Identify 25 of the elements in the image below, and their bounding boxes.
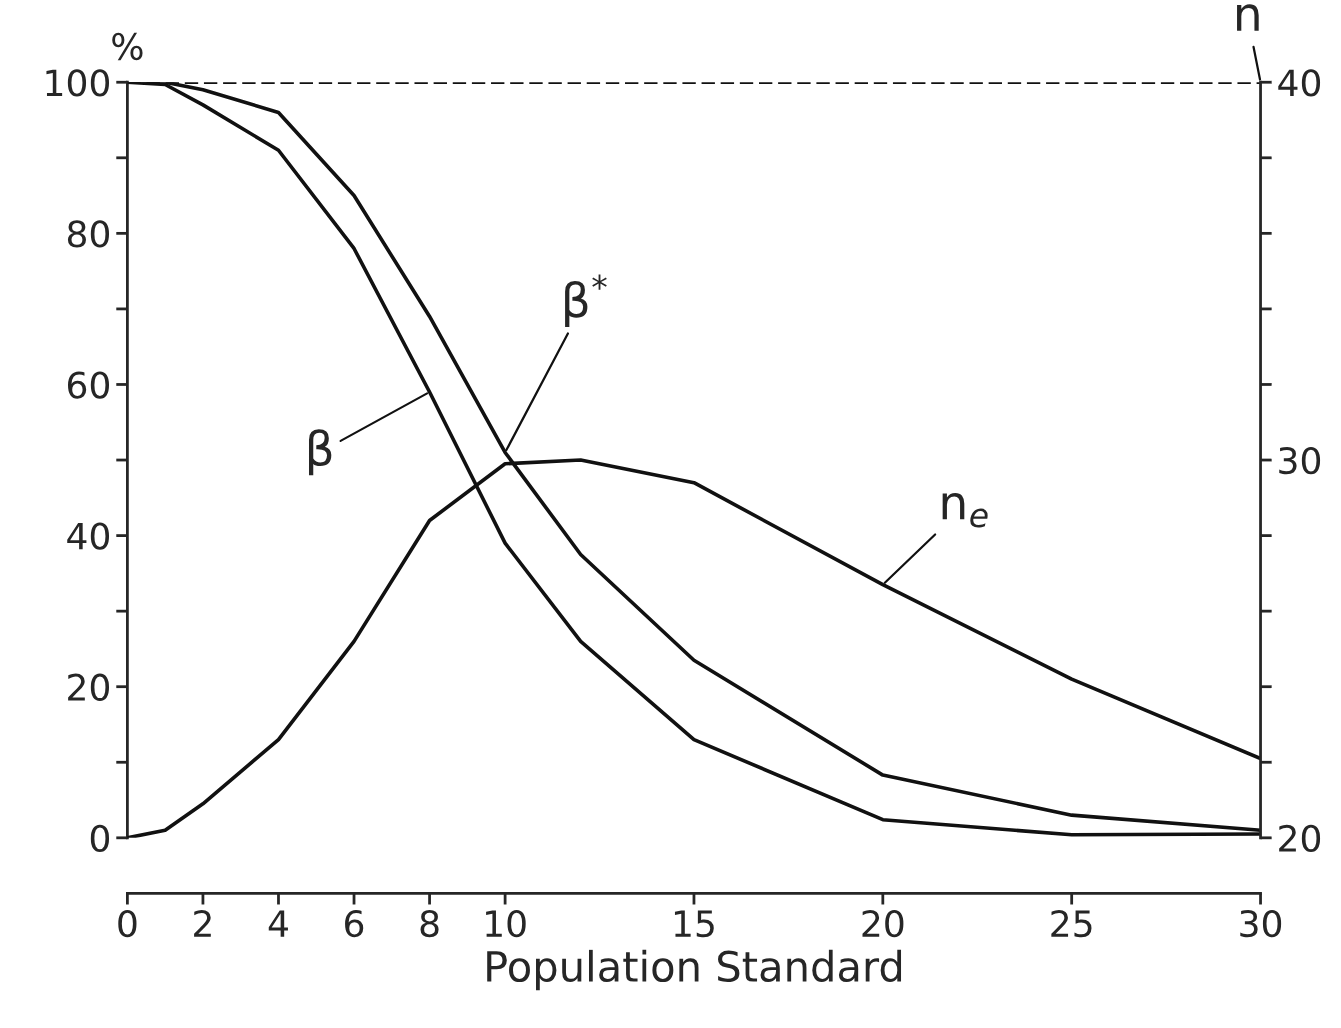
x-tick-label: 8 — [420, 909, 439, 938]
x-tick-label: 6 — [345, 909, 364, 938]
y2-tick-label: 40 — [1278, 69, 1321, 97]
y-tick-label: 60 — [67, 371, 110, 399]
y-tick-label: 80 — [67, 220, 110, 248]
x-tick-label: 0 — [118, 909, 137, 938]
series-label: n — [1237, 4, 1259, 31]
x-tick-label: 20 — [862, 909, 904, 938]
y-tick-label: 100 — [46, 69, 110, 97]
x-tick-label: 10 — [486, 909, 526, 938]
y2-tick-label: 20 — [1279, 824, 1321, 853]
y-axis-title: % — [112, 32, 143, 61]
x-axis-title: Population Standard — [487, 949, 902, 991]
y-tick-label: 20 — [68, 673, 110, 701]
text: β$^{*}$ — [565, 274, 607, 328]
series-label: n$_{e}$ — [942, 492, 988, 528]
x-tick-label: 4 — [268, 910, 288, 937]
x-tick-label: 25 — [1051, 909, 1092, 938]
x-tick-label: 30 — [1240, 909, 1282, 938]
y2-tick-label: 30 — [1279, 446, 1321, 475]
x-tick-label: 15 — [674, 910, 714, 938]
text: β — [308, 429, 332, 476]
y-tick-label: 40 — [67, 522, 110, 550]
x-tick-label: 2 — [194, 909, 211, 937]
y-tick-label: 0 — [90, 824, 110, 853]
